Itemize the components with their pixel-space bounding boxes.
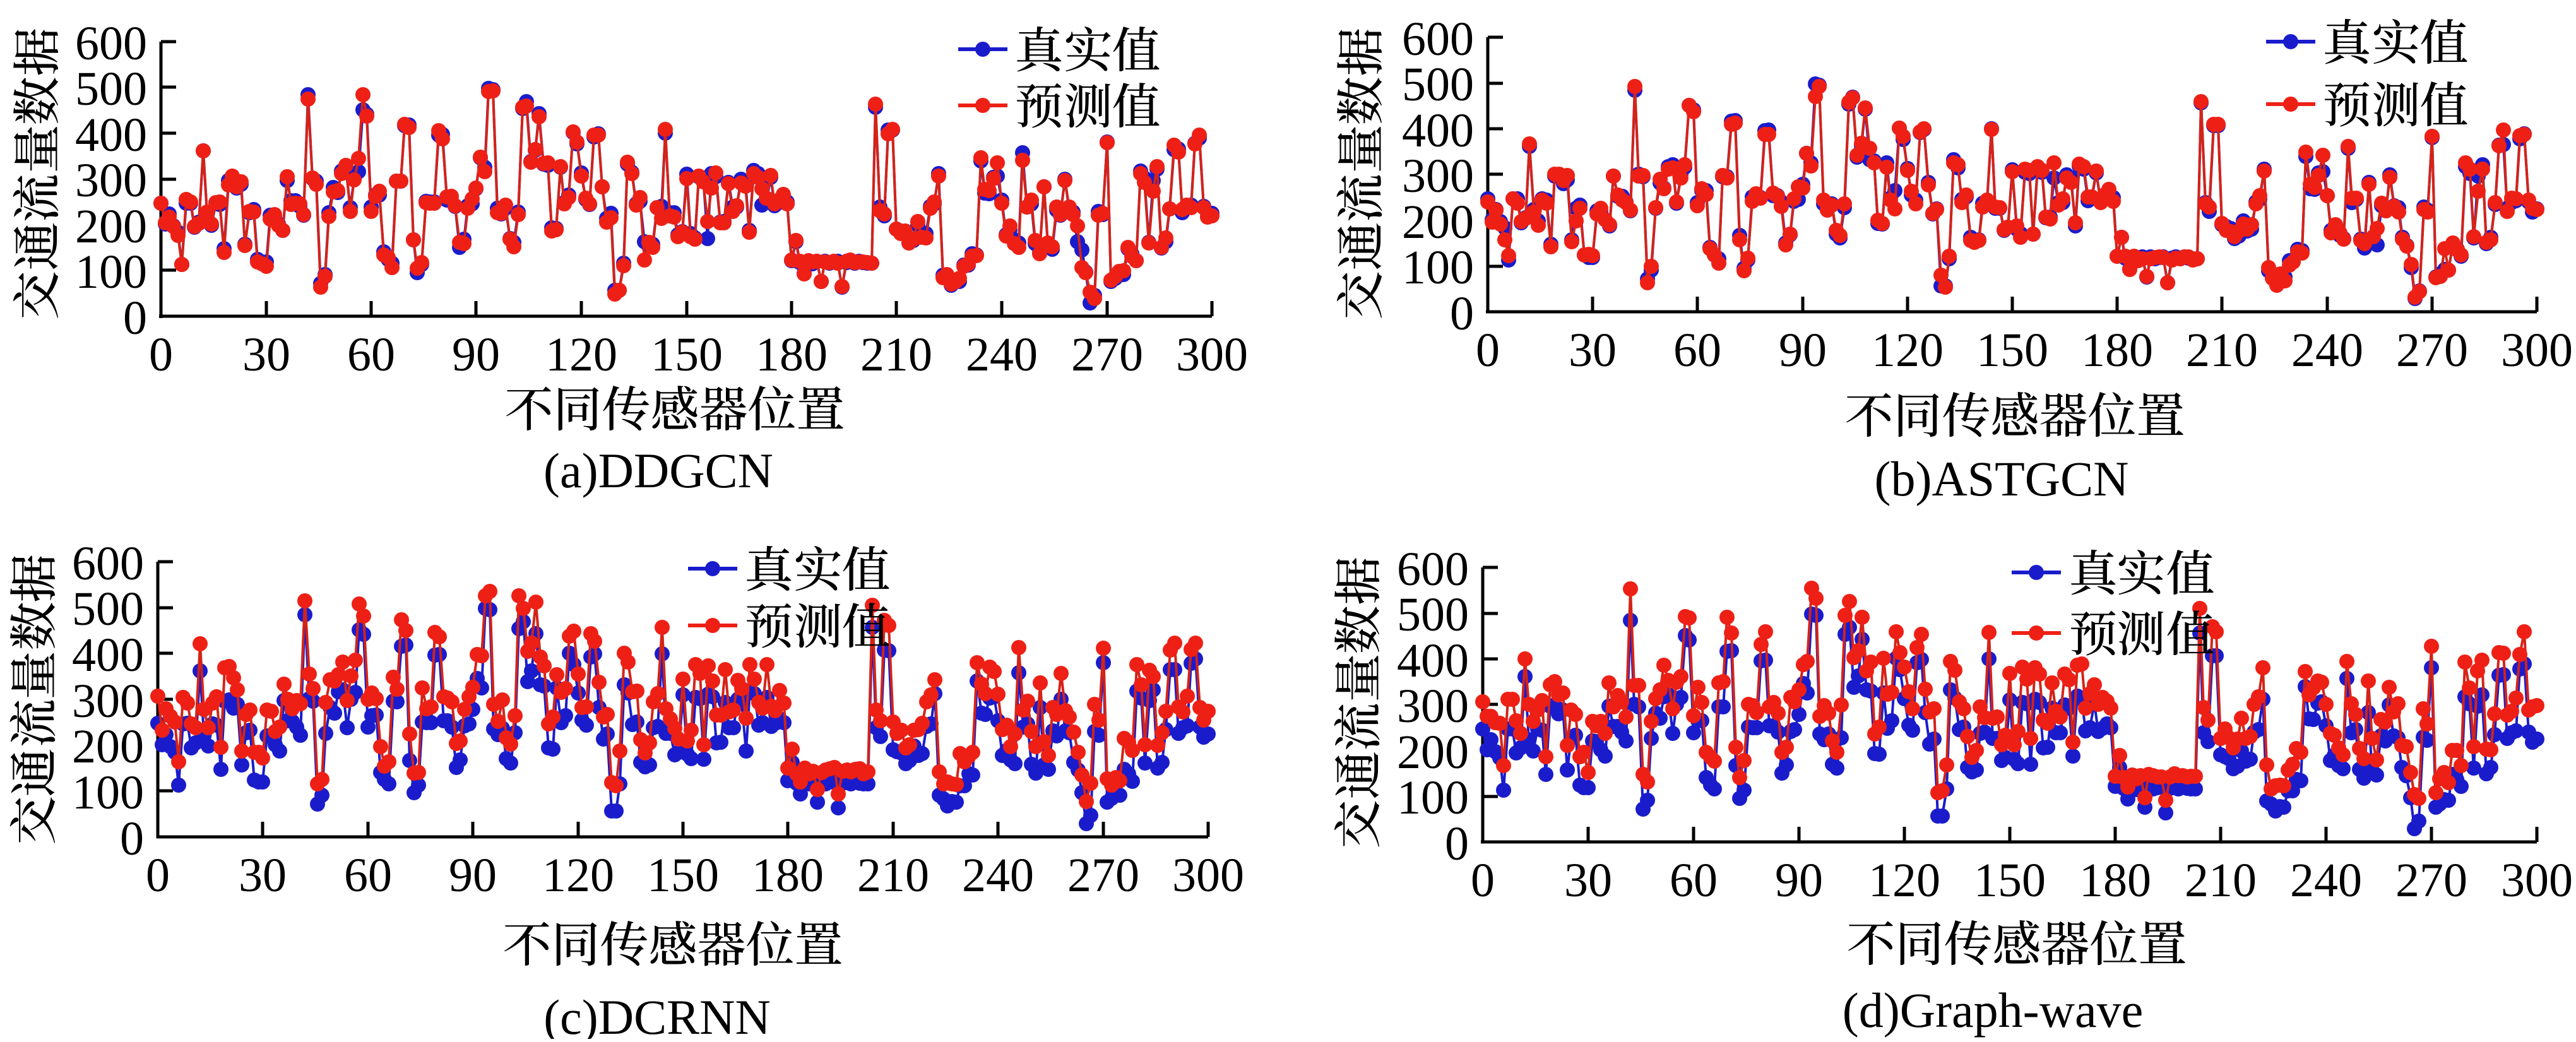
svg-text:300: 300 (1176, 328, 1248, 381)
svg-text:300: 300 (2501, 854, 2573, 907)
svg-text:500: 500 (1397, 588, 1469, 641)
svg-text:600: 600 (72, 537, 144, 590)
svg-text:90: 90 (449, 849, 497, 902)
svg-text:150: 150 (651, 328, 723, 381)
svg-text:(b)ASTGCN: (b)ASTGCN (1875, 451, 2129, 506)
svg-text:210: 210 (2185, 854, 2257, 907)
svg-text:90: 90 (452, 328, 500, 381)
svg-text:100: 100 (75, 246, 147, 299)
svg-text:150: 150 (1974, 854, 2046, 907)
svg-text:210: 210 (860, 328, 932, 381)
svg-text:(c)DCRNN: (c)DCRNN (543, 990, 771, 1039)
svg-text:500: 500 (1402, 58, 1474, 111)
svg-text:150: 150 (1976, 324, 2048, 377)
svg-text:500: 500 (75, 62, 147, 115)
svg-text:300: 300 (1397, 680, 1469, 733)
svg-text:0: 0 (120, 812, 144, 865)
svg-text:180: 180 (752, 849, 824, 902)
svg-text:180: 180 (2081, 324, 2153, 377)
svg-text:600: 600 (75, 17, 147, 70)
svg-text:0: 0 (1450, 287, 1474, 340)
svg-text:400: 400 (1402, 104, 1474, 157)
svg-text:(d)Graph-wave: (d)Graph-wave (1843, 983, 2143, 1038)
svg-text:120: 120 (1872, 324, 1944, 377)
svg-text:400: 400 (1397, 634, 1469, 687)
svg-text:240: 240 (2290, 854, 2362, 907)
svg-text:240: 240 (966, 328, 1038, 381)
svg-text:120: 120 (1868, 854, 1940, 907)
svg-text:60: 60 (1673, 324, 1721, 377)
svg-text:270: 270 (1071, 328, 1143, 381)
svg-text:0: 0 (1445, 817, 1469, 870)
svg-text:60: 60 (1670, 854, 1718, 907)
svg-text:300: 300 (72, 675, 144, 728)
svg-text:300: 300 (75, 154, 147, 207)
svg-text:180: 180 (2079, 854, 2151, 907)
svg-text:400: 400 (72, 629, 144, 682)
svg-text:300: 300 (1172, 849, 1244, 902)
svg-text:200: 200 (72, 720, 144, 773)
svg-text:210: 210 (857, 849, 929, 902)
svg-text:0: 0 (123, 292, 147, 345)
svg-text:120: 120 (542, 849, 614, 902)
svg-text:200: 200 (1397, 726, 1469, 779)
svg-text:0: 0 (1471, 854, 1495, 907)
svg-text:30: 30 (239, 849, 287, 902)
svg-text:30: 30 (1569, 324, 1617, 377)
svg-text:600: 600 (1397, 543, 1469, 596)
svg-text:400: 400 (75, 109, 147, 162)
svg-text:200: 200 (1402, 196, 1474, 249)
svg-text:300: 300 (1402, 150, 1474, 203)
svg-text:240: 240 (962, 849, 1034, 902)
svg-text:180: 180 (756, 328, 828, 381)
svg-text:600: 600 (1402, 13, 1474, 66)
svg-text:270: 270 (1067, 849, 1139, 902)
svg-text:0: 0 (149, 328, 173, 381)
svg-text:30: 30 (1564, 854, 1612, 907)
svg-text:210: 210 (2186, 324, 2258, 377)
svg-text:90: 90 (1779, 324, 1827, 377)
svg-text:100: 100 (72, 766, 144, 819)
svg-text:300: 300 (2501, 324, 2573, 377)
svg-text:270: 270 (2395, 854, 2467, 907)
svg-text:0: 0 (1476, 324, 1500, 377)
svg-text:100: 100 (1402, 241, 1474, 294)
svg-text:90: 90 (1775, 854, 1823, 907)
svg-text:(a)DDGCN: (a)DDGCN (543, 443, 773, 498)
svg-text:500: 500 (72, 583, 144, 636)
svg-text:240: 240 (2291, 324, 2363, 377)
svg-text:0: 0 (146, 849, 170, 902)
svg-text:120: 120 (545, 328, 617, 381)
svg-text:30: 30 (242, 328, 290, 381)
svg-text:200: 200 (75, 200, 147, 253)
svg-text:100: 100 (1397, 771, 1469, 824)
svg-text:60: 60 (347, 328, 395, 381)
svg-text:150: 150 (647, 849, 719, 902)
svg-text:270: 270 (2396, 324, 2468, 377)
svg-text:60: 60 (344, 849, 392, 902)
